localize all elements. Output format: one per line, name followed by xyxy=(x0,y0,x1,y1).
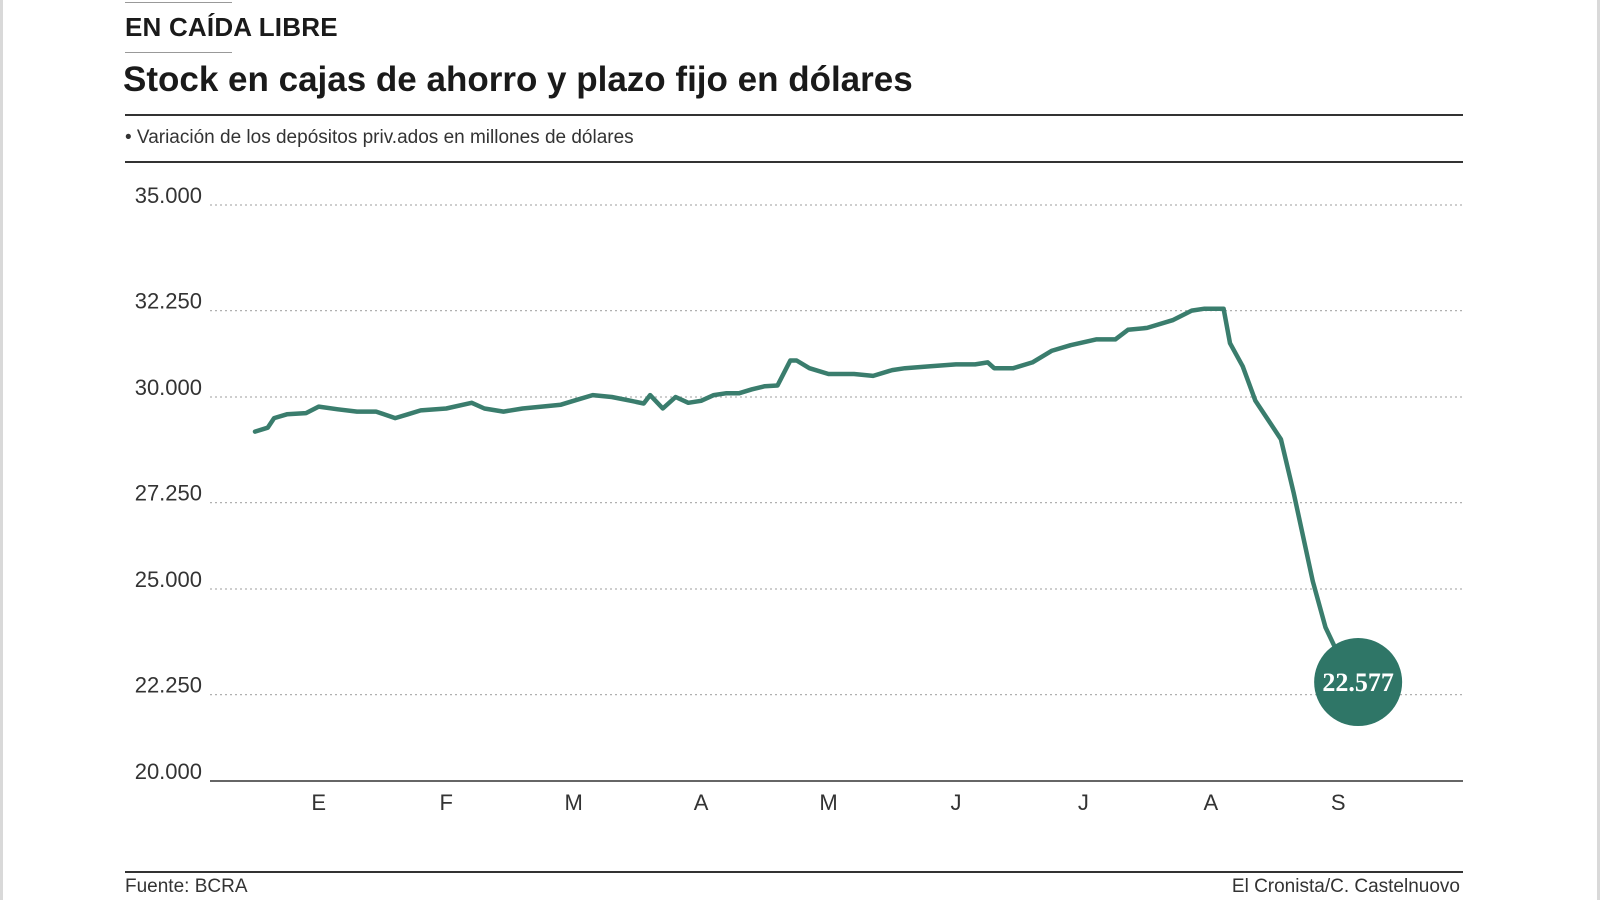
x-tick-label: F xyxy=(439,790,452,815)
kicker-label: EN CAÍDA LIBRE xyxy=(125,12,338,42)
end-value-marker xyxy=(1314,638,1403,727)
chart-title: Stock en cajas de ahorro y plazo fijo en… xyxy=(123,60,913,99)
y-tick-label: 20.000 xyxy=(135,759,202,784)
x-tick-label: S xyxy=(1331,790,1346,815)
y-tick-label: 22.250 xyxy=(135,673,202,698)
footer-rule xyxy=(125,871,1463,873)
y-tick-label: 32.250 xyxy=(135,289,202,314)
frame-border-right xyxy=(1597,0,1600,900)
x-tick-label: E xyxy=(311,790,326,815)
y-tick-label: 25.000 xyxy=(135,567,202,592)
y-tick-label: 35.000 xyxy=(135,183,202,208)
credit-note: El Cronista/C. Castelnuovo xyxy=(1231,876,1460,897)
source-note: Fuente: BCRA xyxy=(125,876,248,897)
x-tick-label: M xyxy=(564,790,582,815)
series-layer xyxy=(252,306,1373,685)
y-tick-label: 27.250 xyxy=(135,481,202,506)
kicker-rule-top xyxy=(125,2,232,3)
x-tick-label: J xyxy=(1078,790,1089,815)
grid-lines xyxy=(210,204,1463,782)
kicker-rule-bottom xyxy=(125,52,232,53)
title-rule xyxy=(125,114,1463,116)
subtitle-rule xyxy=(125,161,1463,163)
x-tick-label: A xyxy=(1203,790,1218,815)
series-line xyxy=(252,306,1373,685)
chart-subtitle: • Variación de los depósitos priv.ados e… xyxy=(125,127,634,148)
end-value-label: 22.577 xyxy=(1322,668,1394,697)
frame-border-left xyxy=(0,0,3,900)
x-tick-label: A xyxy=(694,790,709,815)
end-marker-group: 22.577 xyxy=(1314,638,1403,727)
x-tick-label: M xyxy=(819,790,837,815)
x-tick-label: J xyxy=(950,790,961,815)
y-axis-ticks: 35.000 32.250 30.000 27.250 25.000 22.250 20.0… xyxy=(135,183,202,784)
y-tick-label: 30.000 xyxy=(135,375,202,400)
